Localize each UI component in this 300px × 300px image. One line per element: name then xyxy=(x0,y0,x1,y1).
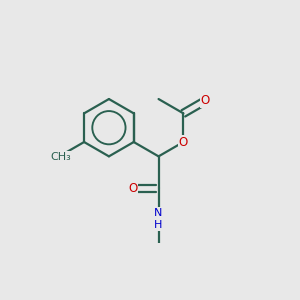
Text: CH₃: CH₃ xyxy=(50,152,71,162)
Text: O: O xyxy=(128,182,137,194)
Text: N
H: N H xyxy=(154,208,163,230)
Text: O: O xyxy=(179,136,188,148)
Text: O: O xyxy=(201,94,210,107)
